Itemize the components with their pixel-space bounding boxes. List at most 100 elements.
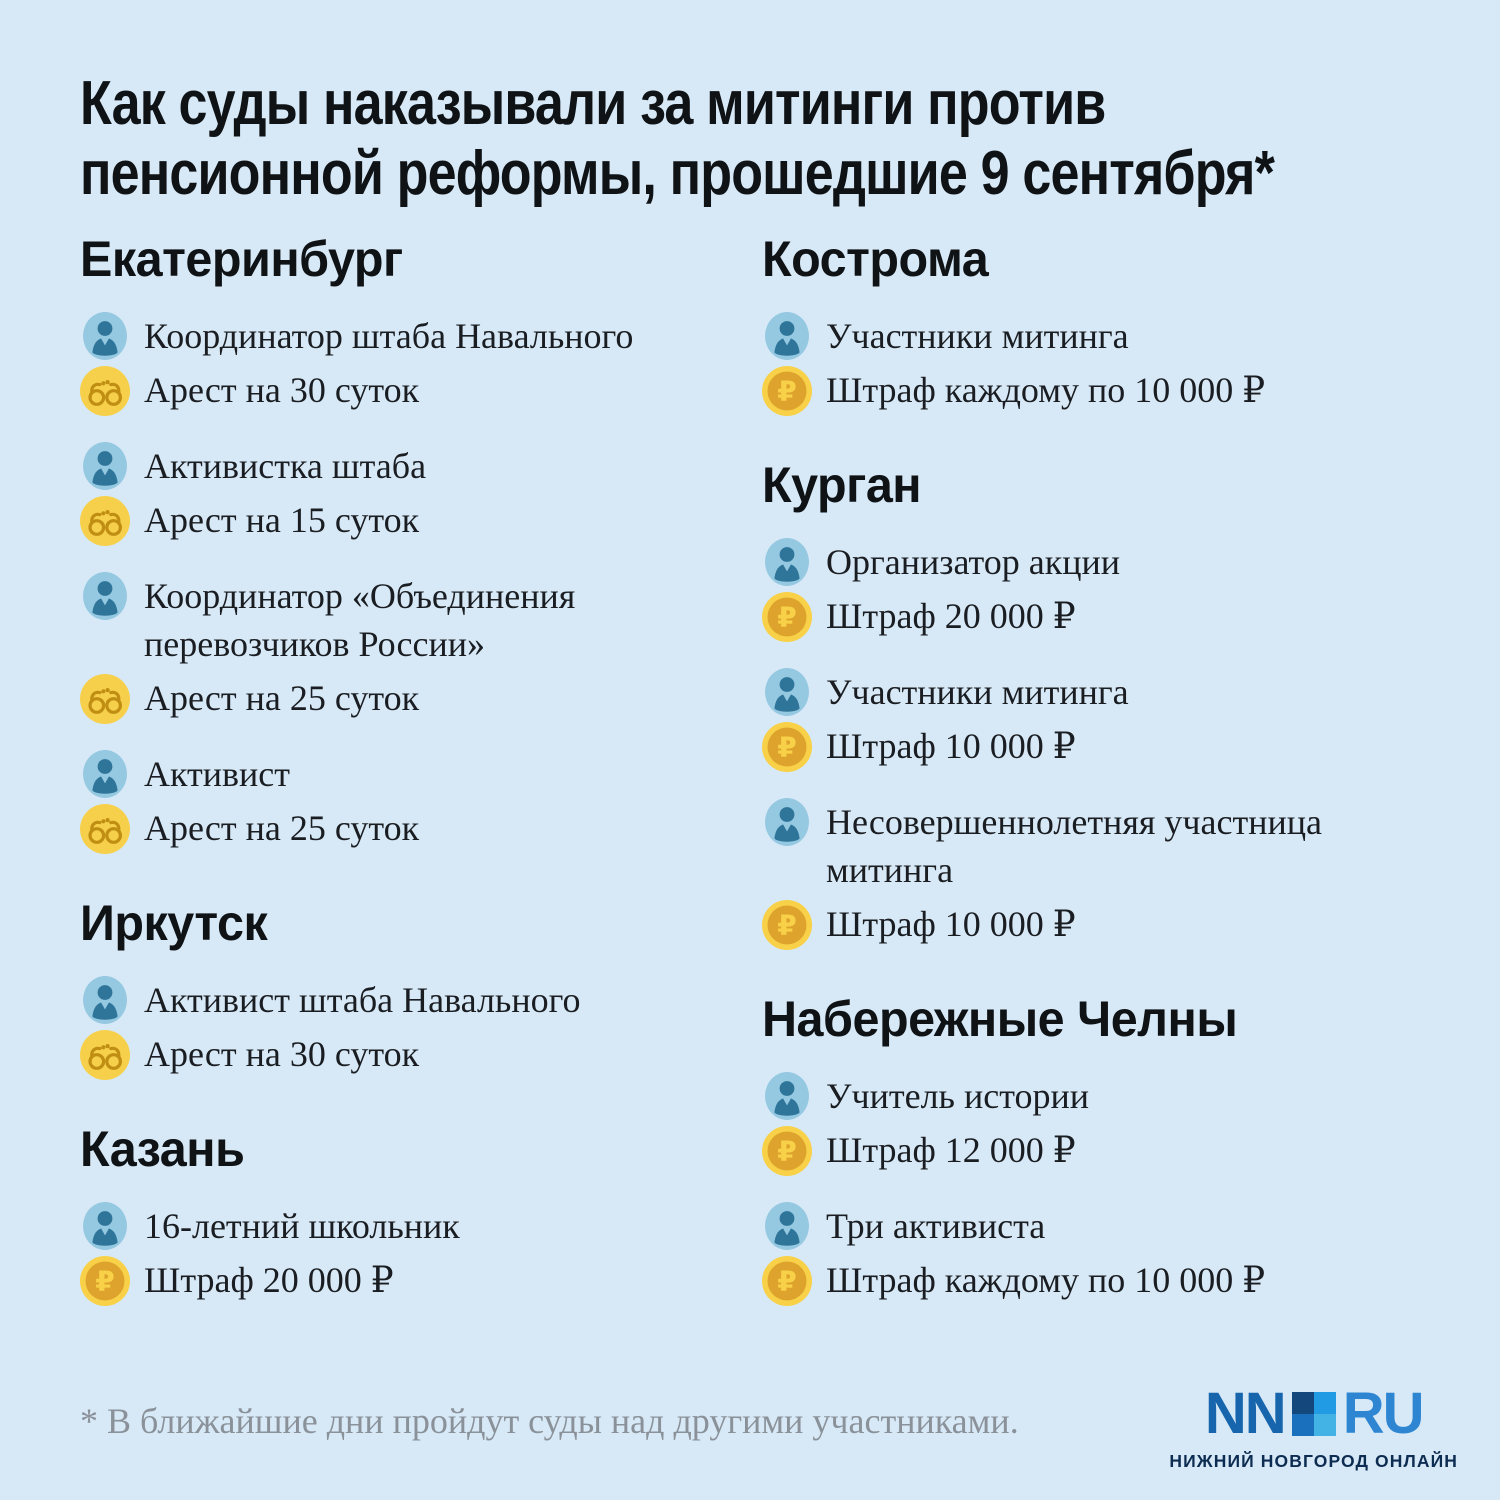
case-penalty-label: Арест на 30 суток [144,1034,420,1074]
city-section: Курган Организатор акции ₽ Штраф 20 000 … [762,460,1420,950]
case-person-label: Активист штаба Навального [144,980,581,1020]
logo-nn-text: NN [1204,1381,1287,1446]
case-penalty-row: Арест на 25 суток [80,804,762,854]
person-icon [80,442,130,490]
ruble-coin-icon: ₽ [762,1126,812,1176]
case-penalty-row: ₽ Штраф каждому по 10 000 ₽ [762,366,1420,416]
case-item: Активист штаба Навального Арест на 30 су… [80,976,762,1080]
svg-text:₽: ₽ [777,1265,796,1298]
city-heading: Курган [762,457,922,513]
svg-text:₽: ₽ [777,909,796,942]
ruble-coin-icon: ₽ [762,900,812,950]
column-right: Кострома Участники митинга ₽ Штраф каждо… [762,234,1420,1332]
city-cases: Участники митинга ₽ Штраф каждому по 10 … [762,312,1420,416]
case-item: Активистка штаба Арест на 15 суток [80,442,762,546]
footer: * В ближайшие дни пройдут суды над други… [80,1385,1458,1472]
logo-square-br [1313,1414,1336,1436]
nnru-logo-wordmark: NN RU [1204,1381,1425,1446]
case-penalty-label: Штраф 12 000 ₽ [826,1130,1076,1170]
svg-text:₽: ₽ [95,1265,114,1298]
person-icon [80,976,130,1024]
case-person-row: Три активиста [762,1202,1420,1250]
city-cases: 16-летний школьник ₽ Штраф 20 000 ₽ [80,1202,762,1306]
logo-square-icon [1291,1392,1336,1436]
case-penalty-label: Штраф 10 000 ₽ [826,726,1076,766]
city-section: Кострома Участники митинга ₽ Штраф каждо… [762,234,1420,416]
case-penalty-row: Арест на 25 суток [80,674,762,724]
case-person-label: Участники митинга [826,316,1129,356]
case-person-label: Активистка штаба [144,446,427,486]
case-penalty-label: Арест на 15 суток [144,500,420,540]
person-icon [80,750,130,798]
case-penalty-row: Арест на 30 суток [80,366,762,416]
city-heading: Набережные Челны [762,991,1238,1047]
city-cases: Активист штаба Навального Арест на 30 су… [80,976,762,1080]
columns-container: Екатеринбург Координатор штаба Навальног… [80,234,1420,1332]
case-item: Координатор «Объединения перевозчиков Ро… [80,572,762,724]
logo-tagline: НИЖНИЙ НОВГОРОД ОНЛАЙН [1169,1451,1458,1471]
ruble-coin-icon: ₽ [762,722,812,772]
handcuffs-icon [80,1030,130,1080]
person-icon [762,798,812,846]
case-penalty-row: ₽ Штраф 12 000 ₽ [762,1126,1420,1176]
case-person-row: Активист [80,750,762,798]
case-person-label: Участники митинга [826,672,1129,712]
ruble-coin-icon: ₽ [762,592,812,642]
case-penalty-label: Штраф 20 000 ₽ [144,1260,394,1300]
case-penalty-label: Арест на 25 суток [144,808,420,848]
footnote: * В ближайшие дни пройдут суды над други… [80,1400,1019,1441]
case-penalty-row: Арест на 30 суток [80,1030,762,1080]
city-heading: Казань [80,1121,245,1177]
case-person-row: Учитель истории [762,1072,1420,1120]
city-section: Екатеринбург Координатор штаба Навальног… [80,234,762,854]
case-item: Три активиста ₽ Штраф каждому по 10 000 … [762,1202,1420,1306]
handcuffs-icon [80,366,130,416]
person-icon [762,1202,812,1250]
case-person-label: 16-летний школьник [144,1206,460,1246]
case-item: Несовершеннолетняя участница митинга ₽ Ш… [762,798,1420,950]
nnru-logo: NN RU НИЖНИЙ НОВГОРОД ОНЛАЙН [1169,1385,1458,1472]
case-penalty-label: Штраф 10 000 ₽ [826,904,1076,944]
city-section: Иркутск Активист штаба Навального [80,898,762,1080]
case-person-label: Три активиста [826,1206,1046,1246]
person-icon [80,572,130,620]
case-penalty-label: Арест на 30 суток [144,370,420,410]
case-person-row: Координатор штаба Навального [80,312,762,360]
case-penalty-label: Штраф 20 000 ₽ [826,596,1076,636]
case-penalty-label: Штраф каждому по 10 000 ₽ [826,1260,1266,1300]
case-person-label: Организатор акции [826,542,1121,582]
case-penalty-row: ₽ Штраф каждому по 10 000 ₽ [762,1256,1420,1306]
case-item: Координатор штаба Навального Арест на 30… [80,312,762,416]
case-person-label: Активист [144,754,290,794]
case-person-label: Координатор «Объединения перевозчиков Ро… [144,576,576,664]
case-person-label: Несовершеннолетняя участница митинга [826,802,1323,890]
logo-square-tr [1313,1392,1336,1414]
svg-text:₽: ₽ [777,1135,796,1168]
column-left: Екатеринбург Координатор штаба Навальног… [80,234,762,1332]
svg-text:₽: ₽ [777,731,796,764]
case-penalty-row: ₽ Штраф 20 000 ₽ [80,1256,762,1306]
ruble-coin-icon: ₽ [762,1256,812,1306]
city-section: Казань 16-летний школьник ₽ Штраф 20 000… [80,1124,762,1306]
person-icon [762,312,812,360]
case-penalty-label: Штраф каждому по 10 000 ₽ [826,370,1266,410]
case-penalty-label: Арест на 25 суток [144,678,420,718]
handcuffs-icon [80,496,130,546]
city-cases: Координатор штаба Навального Арест на 30… [80,312,762,854]
case-item: Участники митинга ₽ Штраф каждому по 10 … [762,312,1420,416]
case-person-row: Участники митинга [762,312,1420,360]
case-person-row: Организатор акции [762,538,1420,586]
case-item: Организатор акции ₽ Штраф 20 000 ₽ [762,538,1420,642]
logo-square-bl [1291,1414,1314,1436]
case-item: Участники митинга ₽ Штраф 10 000 ₽ [762,668,1420,772]
case-person-row: Координатор «Объединения перевозчиков Ро… [80,572,762,668]
case-person-row: Участники митинга [762,668,1420,716]
ruble-coin-icon: ₽ [762,366,812,416]
person-icon [762,1072,812,1120]
city-heading: Иркутск [80,895,268,951]
case-person-row: Активист штаба Навального [80,976,762,1024]
case-person-row: 16-летний школьник [80,1202,762,1250]
case-item: 16-летний школьник ₽ Штраф 20 000 ₽ [80,1202,762,1306]
ruble-coin-icon: ₽ [80,1256,130,1306]
